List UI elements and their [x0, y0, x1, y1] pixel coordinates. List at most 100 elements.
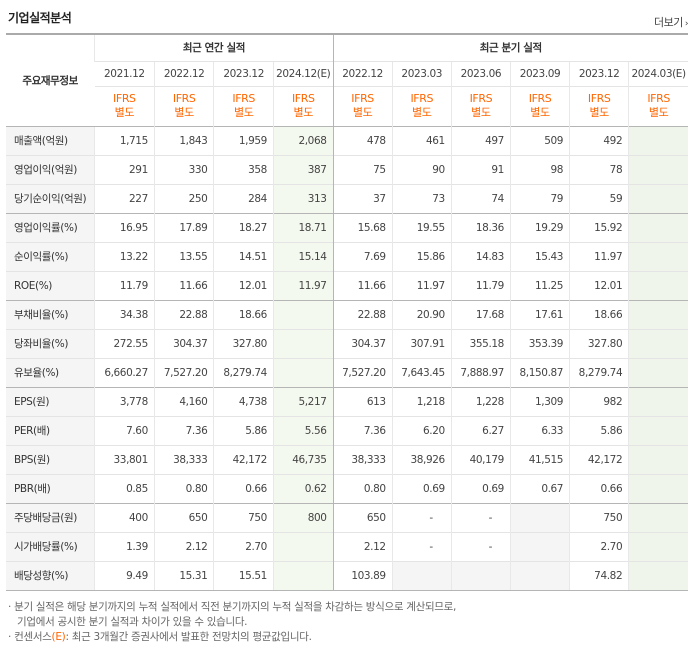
table-cell: 37 [332, 183, 393, 213]
table-cell [628, 212, 688, 242]
table-cell [272, 299, 334, 329]
table-cell: 74.82 [569, 560, 629, 591]
table-cell [391, 560, 452, 591]
more-label[interactable]: 더보기 [654, 16, 683, 29]
table-row: 배당성향(%) 9.49 15.31 15.51 103.89 74.82 [6, 560, 688, 591]
table-cell [628, 299, 688, 329]
table-cell: 16.95 [94, 212, 155, 242]
row-label: BPS(원) [6, 444, 95, 474]
table-cell: 0.66 [213, 473, 274, 503]
table-row: 매출액(억원) 1,715 1,843 1,959 2,068 478 461 497 509 4… [6, 125, 688, 155]
ifrs-standard: IFRS [232, 92, 255, 105]
table-cell: 17.68 [450, 299, 511, 329]
table-row: 영업이익(억원) 291 330 358 387 75 90 91 98 78 [6, 154, 688, 184]
period-header: 2022.12 [153, 60, 214, 86]
table-cell: 2.70 [213, 531, 274, 561]
table-cell: 7,643.45 [391, 357, 452, 387]
table-cell: 355.18 [450, 328, 511, 358]
table-cell: 800 [272, 502, 334, 532]
table-cell [509, 502, 570, 532]
ifrs-standard: IFRS [587, 92, 611, 105]
ifrs-standard: IFRS [647, 92, 670, 105]
table-cell: 478 [332, 125, 393, 155]
table-row: 순이익률(%) 13.22 13.55 14.51 15.14 7.69 15.86 14.8… [6, 241, 688, 271]
ifrs-label: IFRS 별도 [213, 85, 274, 126]
row-label: 영업이익(억원) [6, 154, 95, 184]
ifrs-label: IFRS 별도 [628, 85, 688, 126]
table-row: 주당배당금(원) 400 650 750 800 650- -750 [6, 502, 688, 532]
table-cell: 650 [332, 502, 393, 532]
table-cell: 1,843 [153, 125, 214, 155]
table-cell: 1,309 [509, 386, 570, 416]
bullet: · [8, 601, 12, 613]
table-cell: 5.86 [569, 415, 629, 445]
table-cell: 17.89 [153, 212, 214, 242]
ifrs-basis: 별도 [412, 106, 432, 119]
ifrs-basis: 별도 [114, 106, 135, 119]
period-header: 2023.12 [569, 60, 629, 86]
table-cell: 15.68 [332, 212, 393, 242]
table-cell: 12.01 [569, 270, 629, 300]
footnotes: · 분기 실적은 해당 분기까지의 누적 실적에서 직전 분기까지의 누적 실적… [8, 600, 688, 645]
row-label: 당좌비율(%) [6, 328, 95, 358]
row-label: 주당배당금(원) [6, 502, 95, 532]
table-cell: 40,179 [450, 444, 511, 474]
table-cell: 330 [153, 154, 214, 184]
table-cell: 291 [94, 154, 155, 184]
row-label: 부채비율(%) [6, 299, 95, 329]
corner-header: 주요재무정보 [6, 33, 95, 126]
period-header: 2023.12 [213, 60, 274, 86]
ifrs-basis: 별도 [589, 106, 609, 119]
table-cell: 7,527.20 [332, 357, 393, 387]
table-cell: 8,279.74 [569, 357, 629, 387]
table-cell: 13.22 [94, 241, 155, 271]
ifrs-standard: IFRS [291, 92, 315, 105]
table-cell: 18.27 [213, 212, 274, 242]
ifrs-label: IFRS 별도 [509, 85, 570, 126]
table-cell: 41,515 [509, 444, 570, 474]
table-cell: 1.39 [94, 531, 155, 561]
table-cell: 6,660.27 [94, 357, 155, 387]
table-cell: 75 [332, 154, 393, 184]
more-link[interactable]: 더보기 › [654, 14, 689, 30]
table-cell: 5.86 [213, 415, 274, 445]
table-cell [628, 125, 688, 155]
table-cell: 15.86 [391, 241, 452, 271]
footnote-2: · 컨센서스(E): 최근 3개월간 증권사에서 발표한 전망치의 평균값입니다… [8, 630, 688, 645]
table-cell: 8,279.74 [213, 357, 274, 387]
table-cell: 4,738 [213, 386, 274, 416]
ifrs-standard: IFRS [172, 92, 196, 105]
table-cell [628, 183, 688, 213]
table-cell: 90 [391, 154, 452, 184]
section-header: 기업실적분석 더보기 › [0, 0, 694, 34]
row-label: PER(배) [6, 415, 95, 445]
table-cell: 11.66 [332, 270, 393, 300]
table-cell: 38,333 [153, 444, 214, 474]
table-cell [509, 531, 570, 561]
table-cell [628, 473, 688, 503]
table-cell: 15.92 [569, 212, 629, 242]
table-cell [628, 415, 688, 445]
table-cell: 11.97 [272, 270, 334, 300]
table-cell: 12.01 [213, 270, 274, 300]
table-cell: 79 [509, 183, 570, 213]
table-row: BPS(원) 33,801 38,333 42,172 46,735 38,333 38,9… [6, 444, 688, 474]
table-row: PBR(배) 0.85 0.80 0.66 0.62 0.80 0.69 0.69 0.67 0.… [6, 473, 688, 503]
table-cell: 6.27 [450, 415, 511, 445]
table-cell: 492 [569, 125, 629, 155]
table-cell: 7.69 [332, 241, 393, 271]
table-cell: 98 [509, 154, 570, 184]
table-cell: 42,172 [213, 444, 274, 474]
table-cell: 91 [450, 154, 511, 184]
table-cell [628, 531, 688, 561]
row-label: PBR(배) [6, 473, 95, 503]
bullet: · [8, 631, 12, 643]
footnote-2-text: : 최근 3개월간 증권사에서 발표한 전망치의 평균값입니다. [65, 631, 312, 643]
table-cell: 353.39 [509, 328, 570, 358]
table-cell: 327.80 [213, 328, 274, 358]
ifrs-basis: 별도 [352, 106, 373, 119]
table-cell: 0.67 [509, 473, 570, 503]
table-cell: 358 [213, 154, 274, 184]
row-label: 유보율(%) [6, 357, 95, 387]
table-cell: 11.25 [509, 270, 570, 300]
